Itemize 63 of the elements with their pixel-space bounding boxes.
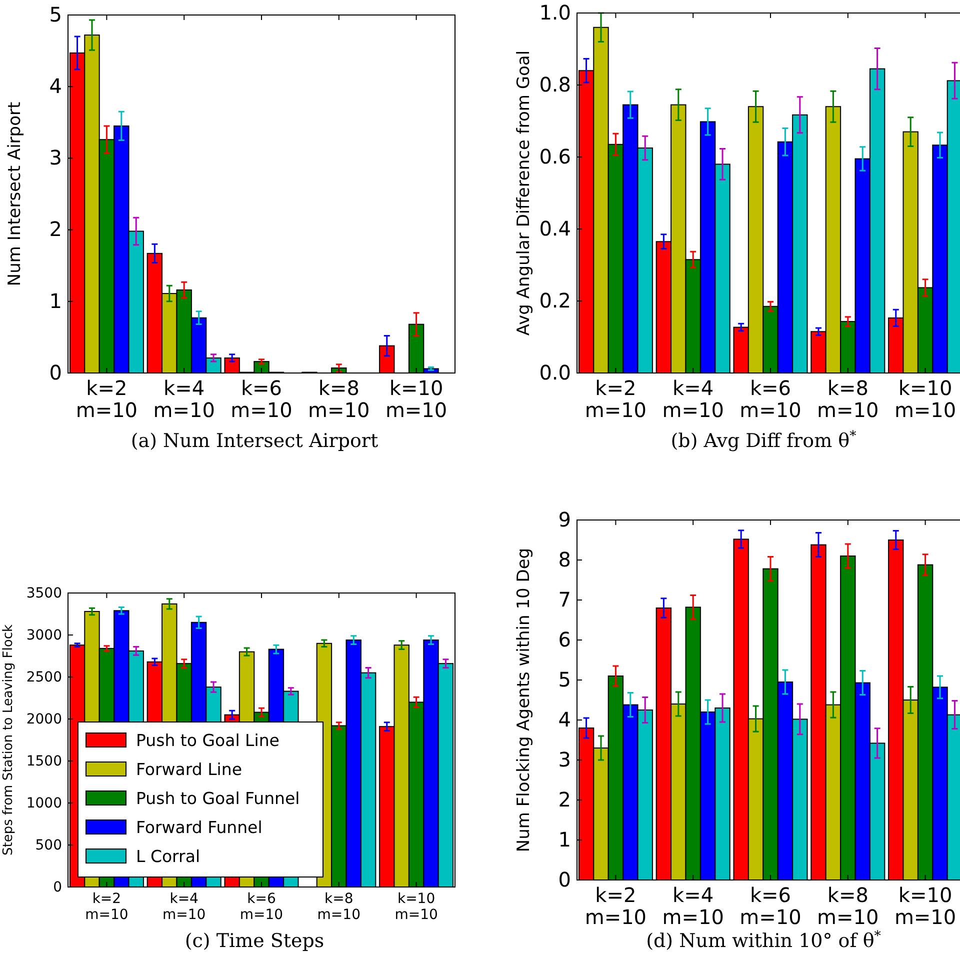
y-tick-label: 7 — [558, 587, 571, 612]
x-tick-label: k=8 m=10 — [308, 376, 370, 422]
y-axis-title: Steps from Station to Leaving Flock — [1, 624, 16, 856]
y-tick-label: 1000 — [26, 795, 62, 812]
y-tick-label: 2000 — [26, 711, 62, 728]
y-tick-label: 2 — [49, 217, 62, 242]
y-tick-label: 0.4 — [539, 216, 571, 240]
x-tick-label: k=4 m=10 — [162, 891, 206, 923]
x-tick-label: k=2 m=10 — [584, 376, 647, 422]
y-tick-label: 500 — [35, 837, 62, 854]
x-tick-label: k=6 m=10 — [740, 883, 802, 929]
y-tick-label: 2500 — [26, 669, 62, 686]
x-tick-label: k=10 m=10 — [894, 883, 956, 929]
y-tick-label: 0.0 — [539, 360, 571, 384]
x-tick-label: k=10 m=10 — [385, 376, 448, 422]
text: (b) Avg Diff from θ$^{*}$ — [670, 428, 857, 452]
y-tick-label: 5 — [49, 2, 62, 26]
y-tick-label: 0.2 — [539, 288, 571, 312]
x-tick-label: k=2 m=10 — [85, 891, 128, 923]
legend-label: Push to Goal Line — [136, 731, 280, 750]
x-tick-label: k=4 m=10 — [662, 376, 724, 422]
legend-label: Push to Goal Funnel — [136, 789, 300, 808]
legend-label: Forward Line — [136, 760, 242, 779]
y-tick-label: 5 — [558, 667, 571, 692]
y-tick-label: 1 — [558, 827, 571, 852]
y-tick-label: 1 — [49, 288, 62, 313]
y-tick-label: 0 — [53, 879, 62, 896]
x-tick-label: k=4 m=10 — [662, 883, 724, 929]
x-tick-label: k=8 m=10 — [317, 891, 360, 923]
x-tick-label: k=6 m=10 — [240, 891, 284, 923]
y-tick-label: 1.0 — [539, 0, 571, 24]
legend-label: L Corral — [136, 847, 200, 866]
y-tick-label: 4 — [49, 74, 62, 98]
text: (a) Num Intersect Airport — [130, 430, 379, 452]
x-tick-label: k=6 m=10 — [740, 376, 802, 422]
y-tick-label: 3500 — [26, 585, 62, 602]
y-tick-label: 3 — [49, 146, 62, 170]
y-tick-label: 0 — [558, 867, 571, 892]
y-tick-label: 0.8 — [539, 72, 571, 96]
text: (c) Time Steps — [184, 930, 324, 952]
x-tick-label: k=10 m=10 — [894, 376, 956, 422]
y-axis-title: Num Flocking Agents within 10 Deg — [514, 548, 534, 852]
legend-label: Forward Funnel — [136, 818, 262, 837]
y-tick-label: 2 — [558, 787, 571, 812]
y-tick-label: 1500 — [26, 753, 62, 770]
y-tick-label: 6 — [558, 627, 571, 652]
y-axis-title: Num Intersect Airport — [5, 102, 25, 286]
y-axis-title: Avg Angular Difference from Goal — [514, 50, 534, 336]
y-tick-label: 3000 — [26, 627, 62, 644]
text: (d) Num within 10° of θ$^{*}$ — [646, 928, 882, 952]
y-tick-label: 4 — [558, 707, 571, 732]
x-tick-label: k=10 m=10 — [394, 891, 438, 923]
x-tick-label: k=4 m=10 — [153, 376, 215, 422]
x-tick-label: k=8 m=10 — [817, 376, 879, 422]
y-tick-label: 8 — [558, 547, 571, 572]
y-tick-label: 9 — [558, 507, 571, 532]
x-tick-label: k=8 m=10 — [817, 883, 879, 929]
x-tick-label: k=6 m=10 — [230, 376, 292, 422]
x-tick-label: k=2 m=10 — [76, 376, 138, 422]
x-tick-label: k=2 m=10 — [584, 883, 647, 929]
y-tick-label: 0 — [49, 360, 62, 384]
y-tick-label: 0.6 — [539, 144, 571, 168]
y-tick-label: 3 — [558, 747, 571, 772]
